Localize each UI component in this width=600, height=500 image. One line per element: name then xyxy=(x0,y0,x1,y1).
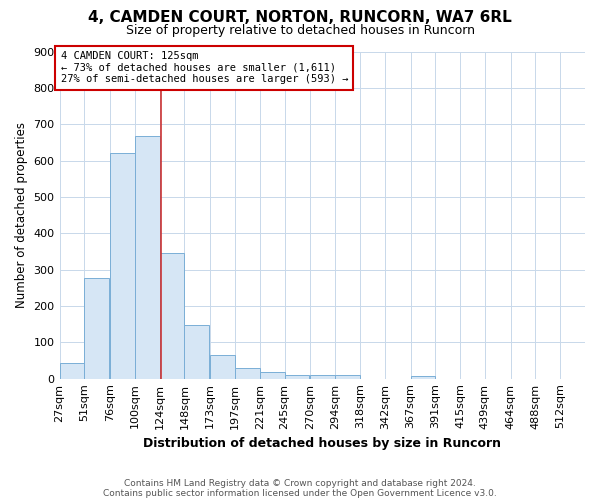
Text: 4 CAMDEN COURT: 125sqm
← 73% of detached houses are smaller (1,611)
27% of semi-: 4 CAMDEN COURT: 125sqm ← 73% of detached… xyxy=(61,52,348,84)
Bar xyxy=(310,375,335,378)
Bar xyxy=(235,368,260,378)
Bar xyxy=(184,325,209,378)
Text: Contains HM Land Registry data © Crown copyright and database right 2024.: Contains HM Land Registry data © Crown c… xyxy=(124,478,476,488)
Bar xyxy=(335,376,360,378)
Bar xyxy=(135,136,160,378)
Bar xyxy=(260,372,284,378)
Y-axis label: Number of detached properties: Number of detached properties xyxy=(15,122,28,308)
Bar xyxy=(160,254,184,378)
X-axis label: Distribution of detached houses by size in Runcorn: Distribution of detached houses by size … xyxy=(143,437,501,450)
Bar xyxy=(110,153,135,378)
Bar xyxy=(284,374,310,378)
Text: Contains public sector information licensed under the Open Government Licence v3: Contains public sector information licen… xyxy=(103,488,497,498)
Bar xyxy=(59,363,85,378)
Bar xyxy=(85,278,109,378)
Bar xyxy=(210,355,235,378)
Text: 4, CAMDEN COURT, NORTON, RUNCORN, WA7 6RL: 4, CAMDEN COURT, NORTON, RUNCORN, WA7 6R… xyxy=(88,10,512,25)
Text: Size of property relative to detached houses in Runcorn: Size of property relative to detached ho… xyxy=(125,24,475,37)
Bar xyxy=(410,376,436,378)
